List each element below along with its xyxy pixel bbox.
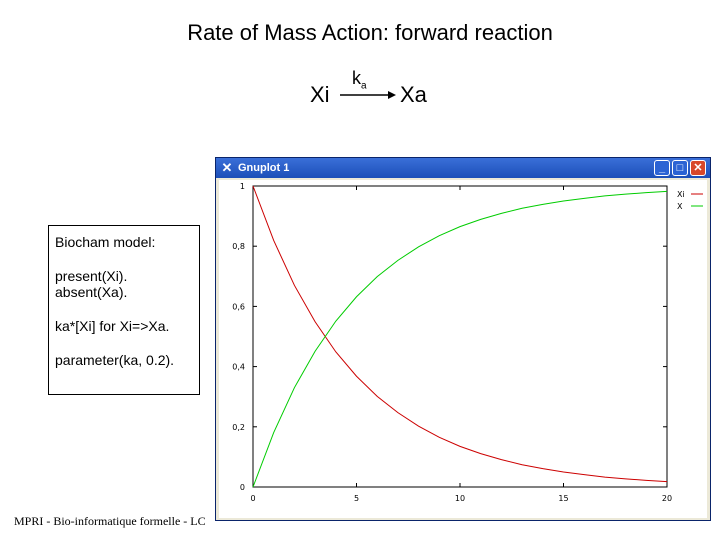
minimize-icon: _ [658, 162, 666, 174]
plot-frame [252, 185, 668, 488]
slide-title: Rate of Mass Action: forward reaction [187, 20, 553, 45]
legend-label: X [677, 202, 683, 211]
model-line: absent(Xa). [55, 284, 128, 300]
y-tick-label: 0,2 [232, 423, 245, 432]
reaction-equation: Xi ka Xa [300, 66, 460, 114]
rate-constant-label: ka [352, 68, 367, 92]
plot-area: 0 0,2 0,4 0,6 0,8 1 0 5 10 15 20 Xi X [219, 180, 707, 518]
maximize-icon: □ [676, 162, 684, 174]
y-tick-label: 1 [240, 182, 245, 191]
minimize-button[interactable]: _ [654, 160, 670, 176]
model-line: present(Xi). [55, 268, 128, 284]
model-line: ka*[Xi] for Xi=>Xa. [55, 318, 170, 334]
model-line: parameter(ka, 0.2). [55, 352, 175, 368]
y-tick-label: 0 [240, 483, 245, 492]
maximize-button[interactable]: □ [672, 160, 688, 176]
reaction-arrow-icon [340, 91, 396, 99]
series-line-x [252, 190, 668, 488]
x-tick-label: 0 [250, 494, 255, 503]
reactant-label: Xi [310, 82, 330, 107]
close-button[interactable]: ✕ [690, 160, 706, 176]
close-icon: ✕ [693, 162, 703, 174]
model-heading: Biocham model: [55, 234, 156, 250]
y-tick-label: 0,8 [232, 242, 245, 251]
y-tick-label: 0,4 [232, 363, 245, 372]
x-tick-label: 20 [662, 494, 672, 503]
x-tick-label: 15 [558, 494, 568, 503]
y-tick-label: 0,6 [232, 302, 245, 311]
series-line-xi [252, 185, 668, 483]
product-label: Xa [400, 82, 427, 107]
gnuplot-window: ✕ Gnuplot 1 _ □ ✕ 0 0,2 0,4 0,6 0,8 1 0 5 10 15 20… [215, 157, 711, 521]
x-tick-label: 5 [354, 494, 359, 503]
window-title: Gnuplot 1 [238, 162, 290, 174]
gnuplot-x-icon: ✕ [221, 160, 233, 175]
x-tick-label: 10 [455, 494, 465, 503]
window-titlebar[interactable]: ✕ Gnuplot 1 _ □ ✕ [216, 158, 710, 178]
footer-text: MPRI - Bio-informatique formelle - LC [14, 514, 206, 528]
biocham-model-box: Biocham model: present(Xi). absent(Xa). … [48, 225, 200, 395]
legend-label: Xi [677, 190, 685, 199]
